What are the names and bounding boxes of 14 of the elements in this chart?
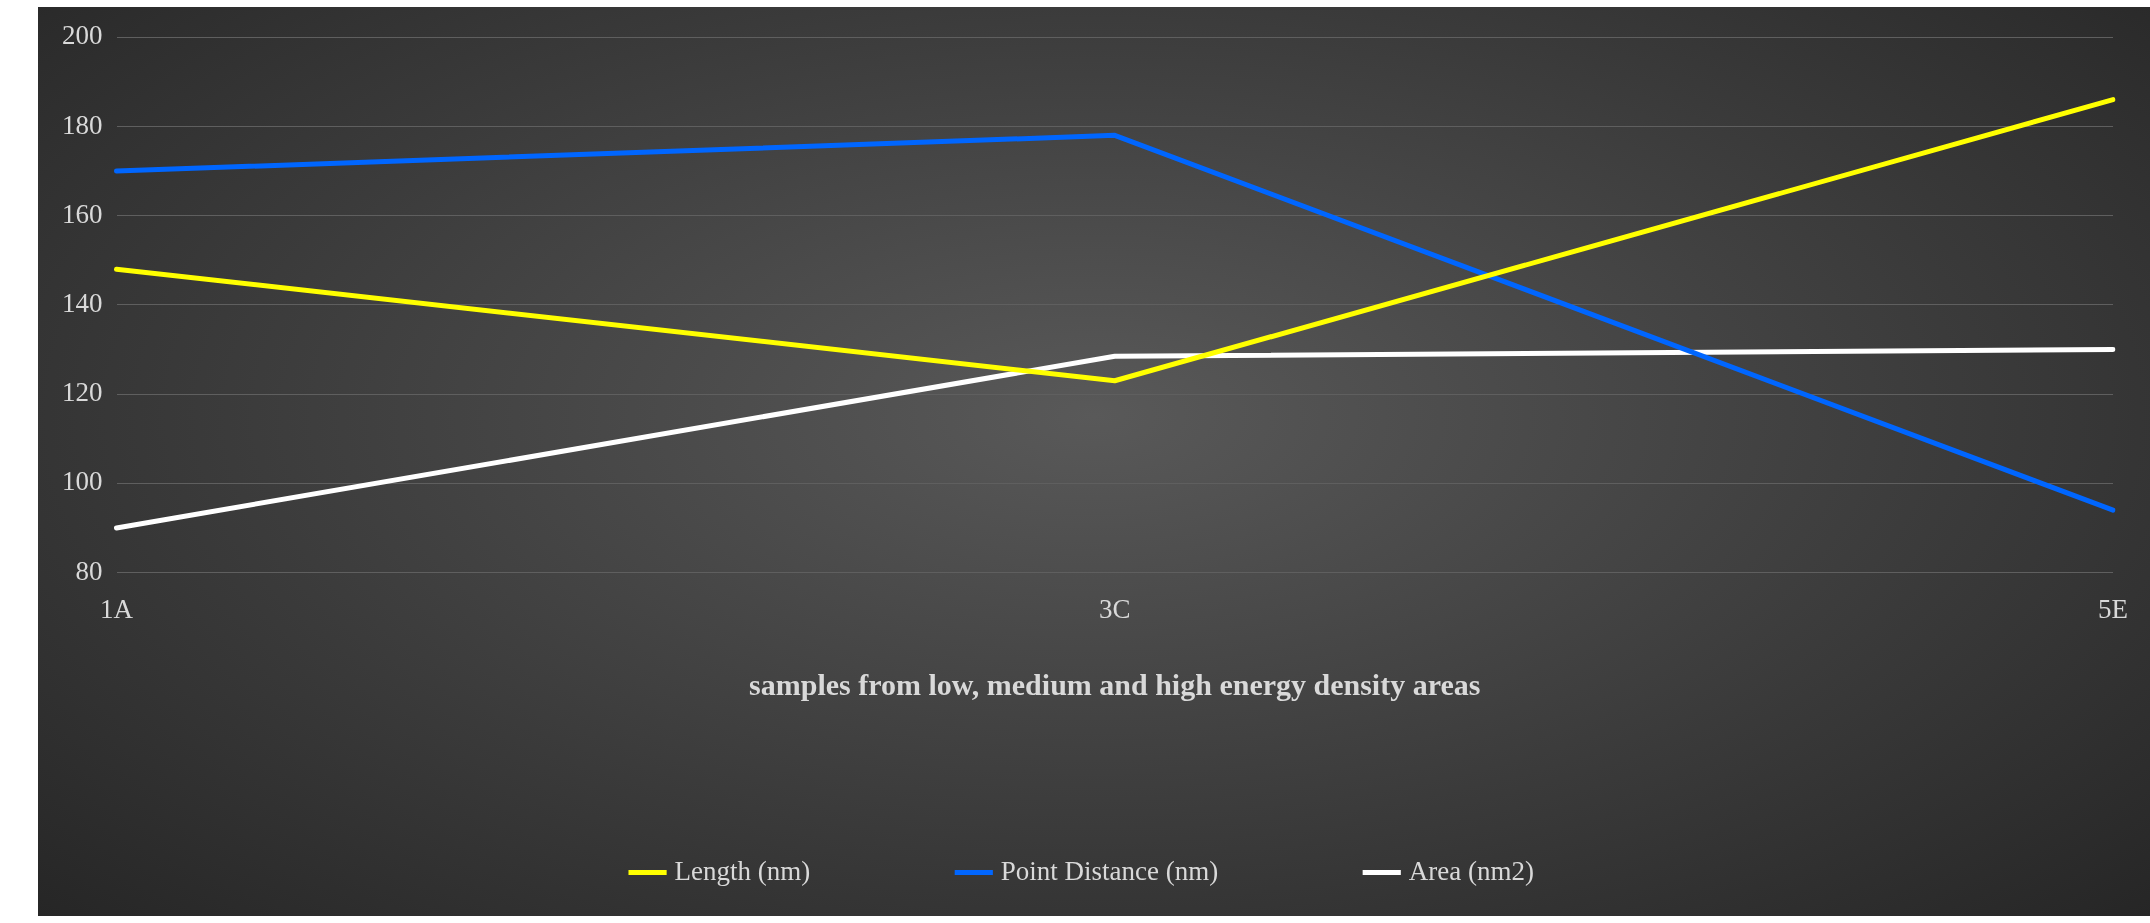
legend-label: Area (nm2): [1408, 855, 1534, 886]
legend-label: Point Distance (nm): [1000, 855, 1219, 886]
y-tick-label: 80: [75, 555, 103, 586]
y-tick-label: 160: [62, 198, 103, 229]
x-tick-label: 5E: [2098, 593, 2128, 624]
x-axis-title: samples from low, medium and high energy density areas: [749, 667, 1481, 701]
y-tick-label: 100: [62, 466, 103, 497]
x-tick-label: 3C: [1098, 593, 1131, 624]
y-tick-label: 180: [62, 109, 103, 140]
y-tick-label: 200: [62, 20, 103, 51]
x-tick-label: 1A: [100, 593, 134, 624]
y-tick-label: 120: [62, 377, 103, 408]
legend-label: Length (nm): [674, 855, 811, 886]
y-tick-label: 140: [62, 287, 103, 318]
